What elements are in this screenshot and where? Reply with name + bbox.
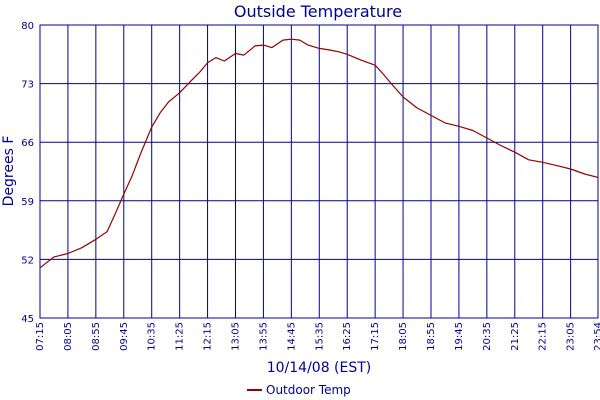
series-lines [39, 38, 599, 269]
legend: Outdoor Temp [247, 383, 351, 397]
x-tick-label: 13:55 [258, 322, 269, 351]
x-tick-label: 21:25 [510, 322, 521, 351]
x-tick-label: 08:55 [91, 322, 102, 351]
series-line-outdoor-temp [39, 38, 599, 269]
x-tick-label: 14:45 [286, 322, 297, 351]
legend-label: Outdoor Temp [266, 383, 351, 397]
x-tick-label: 16:25 [342, 322, 353, 351]
x-tick-label: 10:35 [147, 322, 158, 351]
y-tick-label: 80 [21, 21, 34, 32]
grid-lines [40, 25, 598, 318]
x-axis-ticks: 07:15 08:05 08:55 09:45 10:35 11:25 12:15 13:05… [35, 322, 600, 351]
y-axis-label: Degrees F [1, 136, 17, 207]
x-tick-label: 20:35 [482, 322, 493, 351]
chart-title: Outside Temperature [234, 2, 402, 21]
x-tick-label: 23:54 [593, 322, 600, 351]
x-tick-label: 08:05 [63, 322, 74, 351]
x-tick-label: 07:15 [35, 322, 46, 351]
x-tick-label: 13:05 [230, 322, 241, 351]
x-tick-label: 19:45 [454, 322, 465, 351]
x-tick-label: 23:05 [566, 322, 577, 351]
y-tick-label: 45 [21, 314, 34, 325]
x-tick-label: 12:15 [203, 322, 214, 351]
y-tick-label: 52 [21, 255, 34, 266]
x-tick-label: 09:45 [119, 322, 130, 351]
x-tick-label: 18:55 [426, 322, 437, 351]
y-axis-ticks: 45 52 59 66 73 80 [21, 21, 34, 325]
y-tick-label: 66 [21, 138, 34, 149]
x-tick-label: 17:15 [370, 322, 381, 351]
x-tick-label: 11:25 [175, 322, 186, 351]
y-tick-label: 73 [21, 80, 34, 91]
x-tick-label: 22:15 [538, 322, 549, 351]
x-axis-label: 10/14/08 (EST) [267, 360, 372, 376]
x-tick-label: 15:35 [314, 322, 325, 351]
y-tick-label: 59 [21, 197, 34, 208]
x-tick-label: 18:05 [398, 322, 409, 351]
